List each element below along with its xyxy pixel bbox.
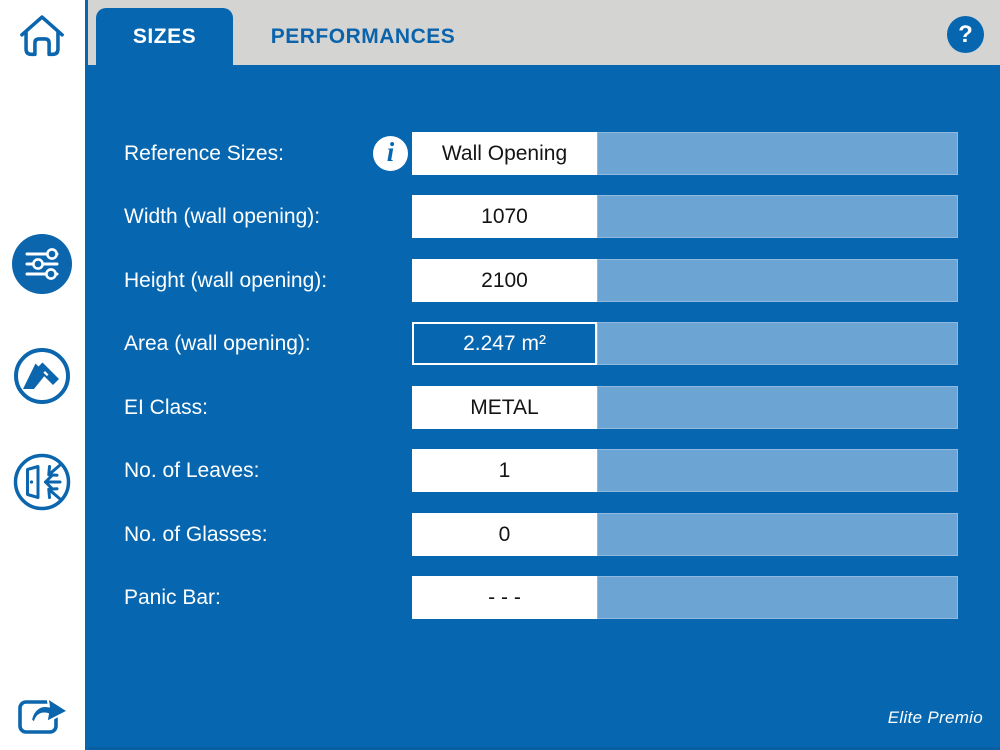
field-label: Reference Sizes: (124, 142, 284, 165)
door-exit-button[interactable] (12, 452, 72, 512)
field-label: Width (wall opening): (124, 205, 321, 228)
field-label: Area (wall opening): (124, 332, 311, 355)
value-field[interactable]: Wall Opening (412, 132, 597, 175)
caliper-measure-icon (14, 348, 70, 404)
sidebar (0, 0, 88, 750)
form-row: EI Class: METAL (88, 386, 1000, 429)
field-label: No. of Leaves: (124, 459, 260, 482)
value-field: 2.247 m² (412, 322, 597, 365)
value-bar (597, 386, 958, 429)
form-row: Width (wall opening): 1070 (88, 195, 1000, 238)
value-bar (597, 259, 958, 302)
bottom-edge-divider (0, 747, 1000, 750)
share-export-icon (18, 697, 69, 734)
form-row: Area (wall opening): 2.247 m² (88, 322, 1000, 365)
measure-button[interactable] (12, 346, 72, 406)
home-icon (20, 15, 64, 57)
tab-sizes[interactable]: SIZES (96, 8, 233, 65)
info-icon[interactable]: i (373, 136, 408, 171)
tab-performances[interactable]: PERFORMANCES (270, 24, 456, 48)
parameters-button[interactable] (12, 234, 72, 294)
sliders-parameters-icon (12, 234, 72, 294)
value-bar (597, 513, 958, 556)
form-row: Reference Sizes: i Wall Opening (88, 132, 1000, 175)
value-bar (597, 132, 958, 175)
value-field[interactable]: 1070 (412, 195, 597, 238)
value-field[interactable]: 2100 (412, 259, 597, 302)
door-exit-icon (13, 453, 71, 511)
field-label: EI Class: (124, 396, 209, 419)
share-export-button[interactable] (14, 684, 72, 738)
value-bar (597, 576, 958, 619)
value-bar (597, 322, 958, 365)
value-field[interactable]: METAL (412, 386, 597, 429)
form-row: Panic Bar: - - - (88, 576, 1000, 619)
form-row: No. of Leaves: 1 (88, 449, 1000, 492)
sizes-form: Reference Sizes: i Wall Opening Width (w… (88, 65, 1000, 750)
value-bar (597, 449, 958, 492)
field-label: Panic Bar: (124, 586, 221, 609)
tab-bar: SIZES PERFORMANCES ? (88, 0, 1000, 65)
value-bar (597, 195, 958, 238)
home-button[interactable] (16, 10, 68, 62)
field-label: No. of Glasses: (124, 523, 268, 546)
help-button[interactable]: ? (947, 16, 984, 53)
value-field[interactable]: 1 (412, 449, 597, 492)
question-mark-icon: ? (958, 20, 973, 48)
form-row: No. of Glasses: 0 (88, 513, 1000, 556)
product-brand-label: Elite Premio (887, 708, 983, 727)
value-field[interactable]: 0 (412, 513, 597, 556)
field-label: Height (wall opening): (124, 269, 328, 292)
form-row: Height (wall opening): 2100 (88, 259, 1000, 302)
value-field[interactable]: - - - (412, 576, 597, 619)
